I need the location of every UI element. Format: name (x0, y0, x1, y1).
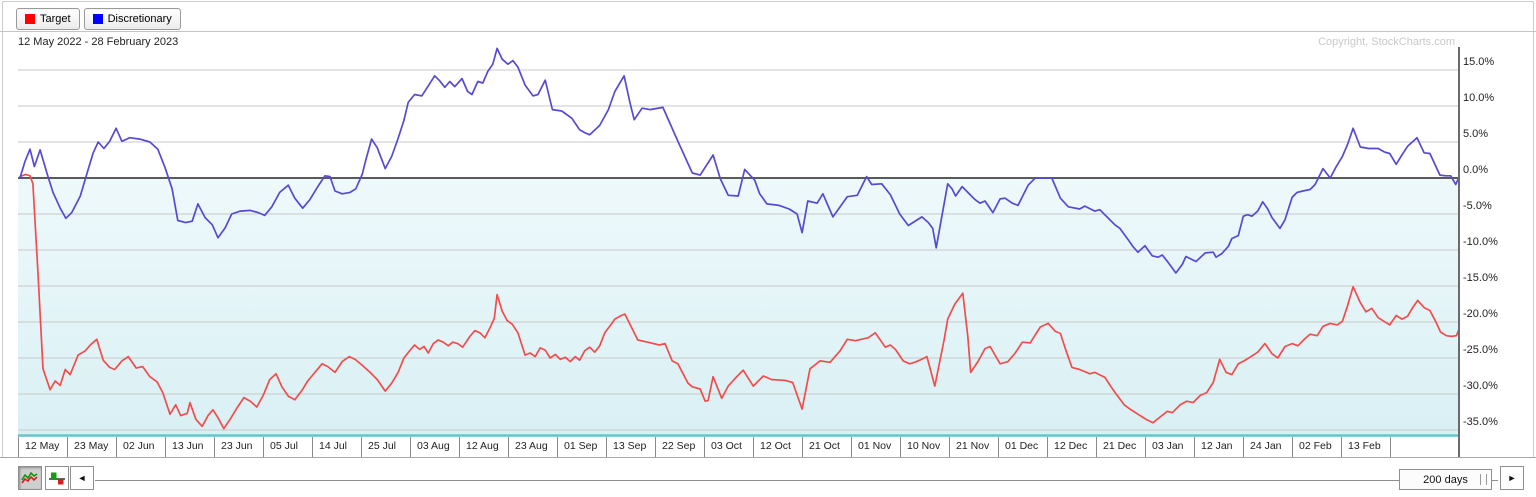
x-axis-label-cell: 12 Jan (1194, 437, 1243, 457)
scrollbar-grip (1480, 474, 1487, 485)
x-axis-label-cell: 21 Oct (802, 437, 851, 457)
y-axis-label: -20.0% (1463, 308, 1498, 320)
legend: Target Discretionary (16, 8, 181, 30)
x-axis-label-cell: 23 Aug (508, 437, 557, 457)
y-axis-label: 0.0% (1463, 164, 1489, 176)
y-axis-label: -25.0% (1463, 344, 1498, 356)
chart-svg (18, 47, 1459, 437)
x-axis-label-cell: 12 Oct (753, 437, 802, 457)
y-axis-label: 15.0% (1463, 56, 1495, 68)
scroll-right-button[interactable]: ► (1500, 466, 1524, 490)
histogram-icon (49, 472, 65, 484)
target-series-line (19, 173, 1459, 430)
y-axis-label: 5.0% (1463, 128, 1489, 140)
x-axis-label-cell: 13 Sep (606, 437, 655, 457)
date-range-label: 12 May 2022 - 28 February 2023 (18, 36, 179, 48)
copyright-label: Copyright, StockCharts.com (1318, 36, 1455, 48)
x-axis-label-cell: 25 Jul (361, 437, 410, 457)
y-axis-label: -15.0% (1463, 272, 1498, 284)
chart-plot-area (18, 45, 1459, 437)
legend-swatch (92, 14, 103, 24)
x-axis-label-cell: 21 Dec (1096, 437, 1145, 457)
legend-button-discretionary[interactable]: Discretionary (83, 8, 181, 30)
y-axis-line (1458, 47, 1460, 457)
line-chart-icon (21, 471, 38, 484)
scroll-left-button[interactable]: ◄ (70, 466, 94, 490)
x-axis-label-cell: 13 Feb (1341, 437, 1390, 457)
y-axis-label: -35.0% (1463, 416, 1498, 428)
y-axis-label: -30.0% (1463, 380, 1498, 392)
scrollbar-range-label: 200 days (1423, 473, 1468, 486)
legend-swatch (25, 14, 35, 24)
y-axis-label: 10.0% (1463, 92, 1495, 104)
x-axis-label-cell: 03 Aug (410, 437, 459, 457)
scrollbar-track[interactable] (95, 480, 1498, 481)
discretionary-series-line (19, 47, 1459, 274)
scrollbar-thumb[interactable]: 200 days (1399, 469, 1492, 490)
right-arrow-icon: ► (1507, 472, 1517, 483)
x-axis-label-cell: 12 May (18, 437, 67, 457)
x-axis-label-cell: 14 Jul (312, 437, 361, 457)
x-axis-end-tick (1390, 437, 1391, 457)
x-axis-label-cell: 22 Sep (655, 437, 704, 457)
x-axis-label-cell: 23 Jun (214, 437, 263, 457)
legend-button-target[interactable]: Target (16, 8, 80, 30)
histogram-mode-button[interactable] (45, 466, 69, 490)
x-axis-label-cell: 12 Dec (1047, 437, 1096, 457)
x-axis-label-cell: 23 May (67, 437, 116, 457)
x-axis-label-cell: 12 Aug (459, 437, 508, 457)
line-chart-mode-button[interactable] (18, 466, 42, 490)
legend-label: Discretionary (107, 13, 172, 25)
legend-label: Target (40, 13, 71, 25)
x-axis-label-cell: 24 Jan (1243, 437, 1292, 457)
x-axis-label-cell: 10 Nov (900, 437, 949, 457)
bottom-toolbar: ◄ 200 days ► (0, 457, 1536, 497)
x-axis-label-cell: 01 Sep (557, 437, 606, 457)
x-axis-label-cell: 05 Jul (263, 437, 312, 457)
x-axis-label-cell: 01 Nov (851, 437, 900, 457)
x-axis-label-cell: 01 Dec (998, 437, 1047, 457)
x-axis-label-cell: 03 Jan (1145, 437, 1194, 457)
legend-separator (0, 31, 1536, 32)
y-axis-label: -10.0% (1463, 236, 1498, 248)
y-axis-label: -5.0% (1463, 200, 1492, 212)
x-axis-label-cell: 03 Oct (704, 437, 753, 457)
x-axis-label-cell: 02 Jun (116, 437, 165, 457)
x-axis-label-cell: 21 Nov (949, 437, 998, 457)
x-axis-label-cell: 13 Jun (165, 437, 214, 457)
x-axis-label-cell: 02 Feb (1292, 437, 1341, 457)
left-arrow-icon: ◄ (77, 472, 87, 483)
